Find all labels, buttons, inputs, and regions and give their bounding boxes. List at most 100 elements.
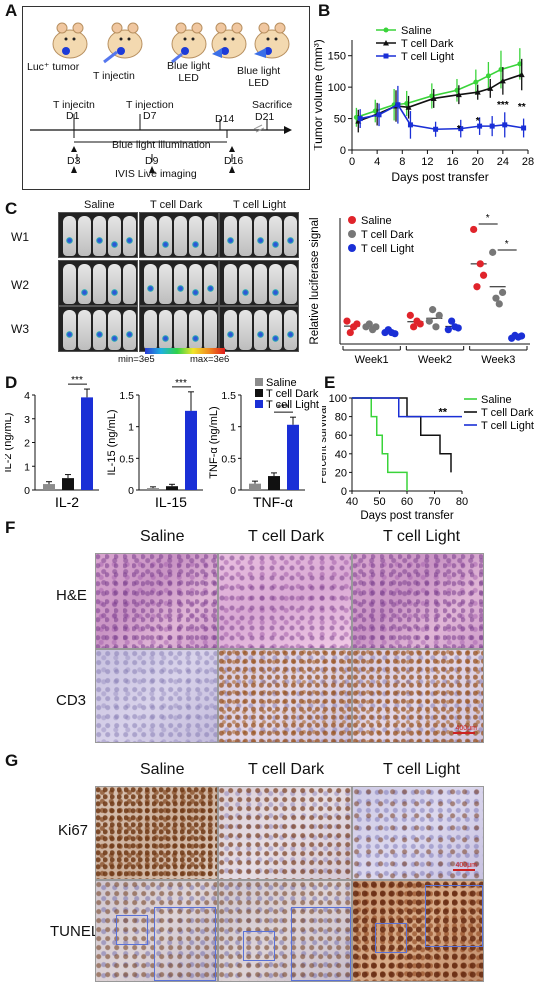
data-point (489, 248, 497, 256)
mouse-silhouette (239, 264, 252, 304)
series-line (356, 63, 521, 119)
label-d7: D7 (143, 110, 157, 122)
label-blue-light-illumination: Blue light illumination (112, 139, 211, 151)
bioluminescence-spot (242, 289, 249, 296)
ivis-color-scale (145, 348, 225, 354)
bioluminescence-spot (126, 237, 133, 244)
ivis-row-w2: W2 (11, 278, 29, 292)
x-tick-label: 0 (349, 156, 355, 168)
data-point (485, 73, 491, 79)
bioluminescence-spot (177, 285, 184, 292)
data-point (476, 260, 484, 268)
significance-mark: * (486, 213, 490, 224)
ivis-row-w1: W1 (11, 230, 29, 244)
mouse-silhouette (159, 264, 172, 304)
tunel-light-image (352, 880, 484, 982)
x-tick-label: 20 (472, 156, 484, 168)
zoom-inset-box (375, 923, 407, 953)
bioluminescence-spot (287, 331, 294, 338)
ivis-image (58, 212, 138, 258)
panel-label-d: D (5, 373, 18, 392)
data-point (495, 300, 503, 308)
bioluminescence-spot (257, 331, 264, 338)
significance-mark: *** (175, 378, 187, 389)
data-point (405, 104, 412, 110)
x-tick-label: Week2 (418, 354, 452, 366)
ivis-image (58, 306, 138, 352)
scale-bar (453, 732, 475, 734)
g-row-tunel: TUNEL (50, 923, 100, 940)
data-point (473, 283, 481, 291)
ivis-col-dark: T cell Dark (150, 199, 203, 211)
bioluminescence-spot (66, 237, 73, 244)
legend-marker (383, 27, 389, 33)
mouse-silhouette (224, 216, 237, 256)
bioluminescence-spot (162, 241, 169, 248)
ki67-dark-image (218, 786, 352, 880)
mouse-silhouette (239, 310, 252, 350)
mouse-silhouette (174, 264, 187, 304)
he-light-image (352, 553, 484, 649)
zoom-inset-panel (425, 885, 483, 947)
label-ivis: IVIS Live imaging (115, 168, 197, 180)
ivis-col-light: T cell Light (233, 199, 286, 211)
ivis-image (219, 306, 299, 352)
data-point (416, 320, 424, 328)
cd3-light-image: 400μm (352, 649, 484, 743)
data-point (410, 323, 418, 331)
mouse-silhouette (204, 310, 217, 350)
legend-label: T cell Dark (481, 407, 534, 419)
bioluminescence-spot (192, 241, 199, 248)
significance-mark: ** (438, 407, 447, 419)
mouse-silhouette (189, 216, 202, 256)
x-axis-label: Days post transfer (391, 170, 488, 184)
data-point (518, 71, 525, 78)
mouse-silhouette (269, 310, 282, 350)
mouse-silhouette (254, 216, 267, 256)
mouse-silhouette (63, 264, 76, 304)
x-tick-label: Week1 (355, 354, 389, 366)
mouse-silhouette (78, 264, 91, 304)
data-point (454, 324, 462, 332)
mouse-silhouette (224, 310, 237, 350)
legend-label: T cell Dark (361, 229, 414, 241)
x-axis-label: Days post transfer (360, 510, 453, 522)
zoom-inset-panel (291, 907, 351, 981)
bar (268, 476, 280, 490)
data-point (473, 79, 479, 85)
y-tick-label: 60 (335, 430, 347, 442)
scale-bar-label: 400μm (455, 725, 477, 732)
data-point (343, 317, 351, 325)
y-tick-label: 0.5 (119, 453, 134, 465)
x-tick-label: 50 (373, 496, 385, 508)
label-d14: D14 (215, 113, 235, 125)
data-point (391, 330, 399, 338)
legend-marker (348, 244, 356, 252)
legend-label: T cell Light (266, 399, 319, 411)
legend-marker (383, 53, 389, 59)
legend-label: T cell Dark (266, 388, 319, 400)
y-tick-label: 0 (341, 486, 347, 498)
ki67-saline-image (95, 786, 218, 880)
bioluminescence-spot (227, 331, 234, 338)
data-point (353, 320, 361, 328)
mouse-silhouette (144, 216, 157, 256)
legend-swatch (255, 400, 263, 408)
f-row-cd3: CD3 (56, 692, 87, 709)
mouse-silhouette (63, 216, 76, 256)
y-tick-label: 0 (340, 145, 346, 157)
legend-label: T cell Dark (401, 38, 454, 50)
mouse-silhouette (239, 216, 252, 256)
data-point (502, 122, 508, 128)
mouse-silhouette (284, 216, 297, 256)
bioluminescence-spot (126, 331, 133, 338)
label-sacrifice: Sacrifice (252, 99, 293, 111)
ivis-image (58, 260, 138, 306)
y-tick-label: 50 (334, 114, 346, 126)
he-saline-image (95, 553, 218, 649)
bar (43, 484, 55, 490)
legend-label: Saline (481, 394, 512, 406)
significance-mark: * (476, 116, 480, 127)
series-line (358, 73, 522, 122)
